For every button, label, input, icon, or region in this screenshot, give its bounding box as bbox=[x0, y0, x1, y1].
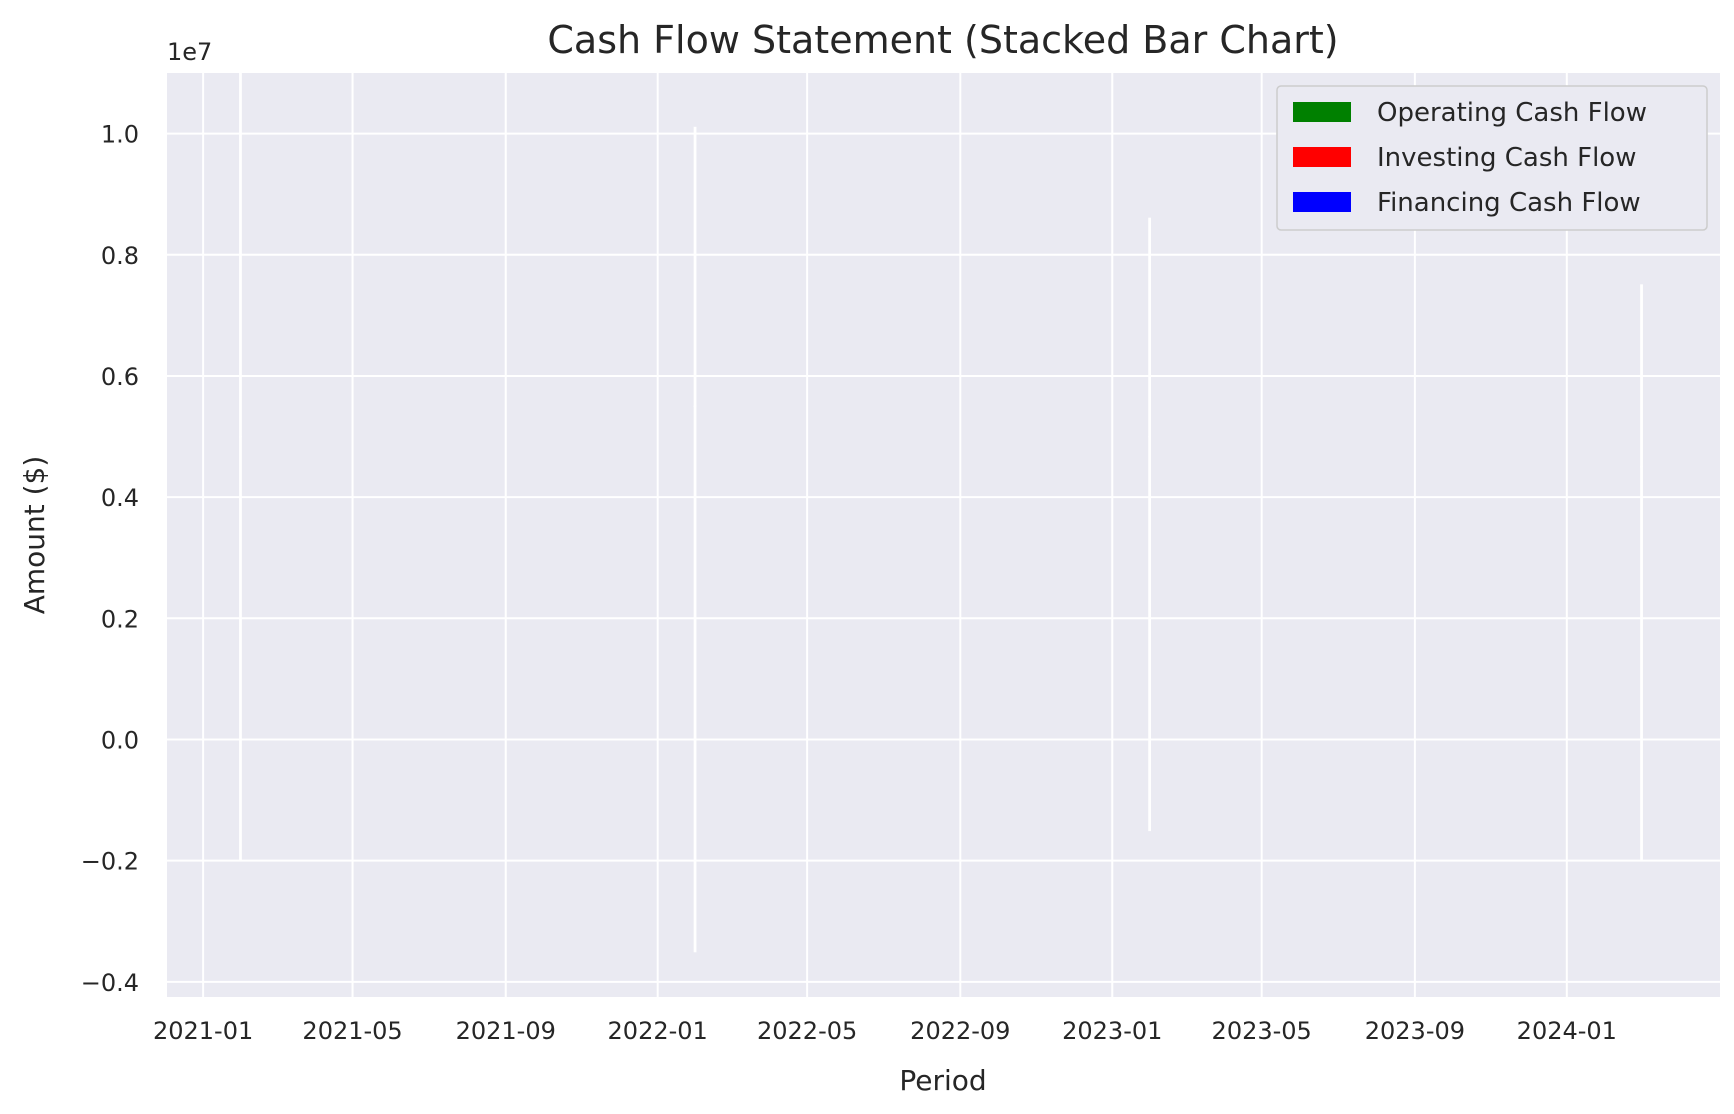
bar-financing-cash-flow bbox=[1640, 284, 1643, 468]
y-offset-label: 1e7 bbox=[167, 38, 212, 66]
legend-label-investing: Investing Cash Flow bbox=[1377, 143, 1636, 173]
x-tick-label: 2022-01 bbox=[608, 1017, 708, 1045]
x-axis-title: Period bbox=[899, 1064, 986, 1097]
x-tick-label: 2023-09 bbox=[1365, 1017, 1465, 1045]
bars-group bbox=[239, 72, 1643, 953]
y-tick-label: −0.2 bbox=[81, 848, 139, 876]
legend-frame bbox=[1276, 85, 1708, 231]
chart-title: Cash Flow Statement (Stacked Bar Chart) bbox=[547, 18, 1338, 62]
y-gridlines bbox=[167, 132, 1720, 983]
legend: Operating Cash Flow Investing Cash Flow … bbox=[1276, 85, 1708, 231]
y-tick-label: 0.2 bbox=[101, 605, 139, 633]
bar-financing-cash-flow bbox=[1148, 217, 1151, 438]
legend-swatch-operating bbox=[1293, 102, 1351, 122]
y-axis-title: Amount ($) bbox=[18, 456, 51, 615]
bar-investing-cash-flow bbox=[693, 738, 697, 953]
y-tick-labels: −0.4 −0.2 0.0 0.2 0.4 0.6 0.8 1.0 bbox=[81, 121, 139, 997]
bar-investing-cash-flow bbox=[1148, 738, 1151, 832]
y-tick-label: 0.0 bbox=[101, 726, 139, 754]
bar-investing-cash-flow bbox=[1640, 738, 1643, 862]
y-tick-label: 0.4 bbox=[101, 484, 139, 512]
y-tick-label: −0.4 bbox=[81, 969, 139, 997]
x-tick-label: 2021-05 bbox=[302, 1017, 402, 1045]
x-tick-label: 2023-01 bbox=[1062, 1017, 1162, 1045]
x-tick-label: 2023-05 bbox=[1212, 1017, 1312, 1045]
bar-financing-cash-flow bbox=[239, 72, 242, 438]
legend-swatch-investing bbox=[1293, 147, 1351, 167]
bar-investing-cash-flow bbox=[239, 738, 242, 862]
bar-operating-cash-flow bbox=[1148, 435, 1151, 741]
legend-label-operating: Operating Cash Flow bbox=[1377, 98, 1647, 128]
legend-swatch-financing bbox=[1293, 192, 1351, 212]
x-tick-label: 2021-09 bbox=[456, 1017, 556, 1045]
bar-operating-cash-flow bbox=[1640, 466, 1643, 741]
x-tick-label: 2021-01 bbox=[153, 1017, 253, 1045]
y-tick-label: 1.0 bbox=[101, 121, 139, 149]
y-tick-label: 0.8 bbox=[101, 242, 139, 270]
bar-operating-cash-flow bbox=[239, 435, 242, 741]
bar-financing-cash-flow bbox=[693, 126, 697, 407]
x-tick-label: 2024-01 bbox=[1517, 1017, 1617, 1045]
x-tick-labels: 2021-01 2021-05 2021-09 2022-01 2022-05 2022-… bbox=[153, 1017, 1617, 1045]
legend-label-financing: Financing Cash Flow bbox=[1377, 188, 1641, 218]
y-tick-label: 0.6 bbox=[101, 363, 139, 391]
x-tick-label: 2022-05 bbox=[757, 1017, 857, 1045]
bar-operating-cash-flow bbox=[693, 405, 697, 741]
x-tick-label: 2022-09 bbox=[910, 1017, 1010, 1045]
